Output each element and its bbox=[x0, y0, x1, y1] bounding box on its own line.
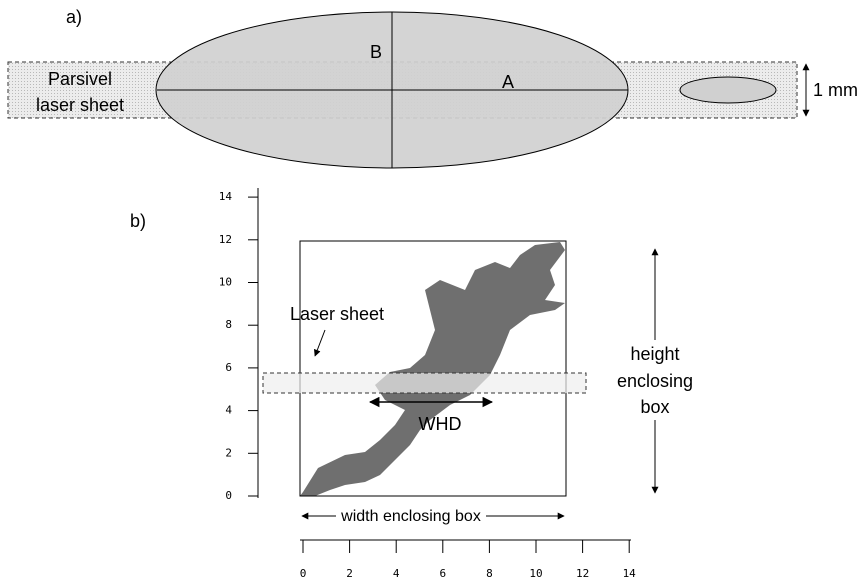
panel-label: b) bbox=[130, 211, 146, 231]
x-tick-label: 4 bbox=[393, 567, 400, 580]
laser-sheet bbox=[263, 373, 586, 393]
width-label: width enclosing box bbox=[340, 508, 481, 525]
y-tick-label: 10 bbox=[219, 276, 232, 289]
x-tick-label: 14 bbox=[623, 567, 637, 580]
y-tick-label: 14 bbox=[219, 190, 233, 203]
laser-label: Parsivel bbox=[48, 69, 112, 89]
y-tick-label: 4 bbox=[225, 404, 232, 417]
x-tick-label: 2 bbox=[346, 567, 353, 580]
particle bbox=[300, 242, 565, 496]
laser-pointer bbox=[315, 330, 325, 356]
height-label: box bbox=[640, 397, 669, 417]
panel-label: a) bbox=[66, 7, 82, 27]
x-tick-label: 12 bbox=[576, 567, 589, 580]
y-tick-label: 6 bbox=[225, 361, 232, 374]
y-tick-label: 2 bbox=[225, 446, 232, 459]
figure: a) B A Parsivel laser sheet 1 mm b) Lase… bbox=[0, 0, 866, 581]
thickness-label: 1 mm bbox=[813, 80, 858, 100]
x-tick-label: 6 bbox=[439, 567, 446, 580]
x-tick-label: 10 bbox=[529, 567, 542, 580]
y-tick-label: 12 bbox=[219, 233, 232, 246]
axis-label: B bbox=[370, 42, 382, 62]
height-label: enclosing bbox=[617, 371, 693, 391]
height-label: height bbox=[630, 344, 679, 364]
laser-label: Laser sheet bbox=[290, 304, 384, 324]
y-tick-label: 0 bbox=[225, 489, 232, 502]
whd-label: WHD bbox=[419, 414, 462, 434]
y-tick-label: 8 bbox=[225, 318, 232, 331]
x-tick-label: 8 bbox=[486, 567, 493, 580]
axis-label: A bbox=[502, 72, 514, 92]
small-drop bbox=[680, 77, 776, 103]
x-tick-label: 0 bbox=[300, 567, 307, 580]
laser-label: laser sheet bbox=[36, 95, 124, 115]
